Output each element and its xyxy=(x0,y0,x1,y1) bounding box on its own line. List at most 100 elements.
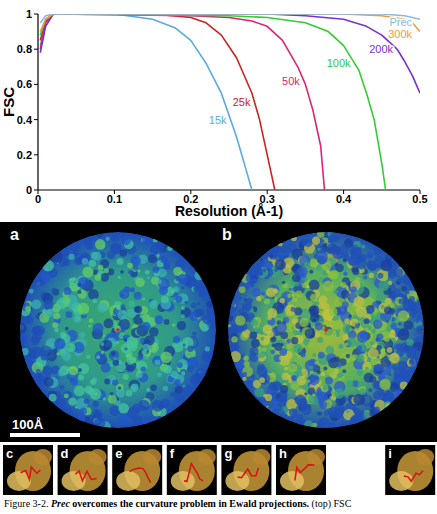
density-blob xyxy=(163,386,169,392)
density-blob xyxy=(410,356,419,365)
density-blob xyxy=(42,272,52,282)
density-blob xyxy=(259,373,270,384)
panel-label: a xyxy=(10,226,19,243)
center-mark xyxy=(116,328,120,332)
plot-lines xyxy=(40,14,420,190)
density-blob xyxy=(109,350,119,360)
panel-label: i xyxy=(388,446,392,461)
density-blob xyxy=(362,415,365,418)
density-blob xyxy=(123,374,129,380)
density-blob xyxy=(200,324,208,332)
density-blob xyxy=(49,394,57,402)
density-blob xyxy=(310,294,318,302)
density-blob xyxy=(282,281,285,284)
zoom-panel xyxy=(3,445,53,495)
density-blob xyxy=(380,260,392,272)
density-blob xyxy=(334,388,344,398)
density-blob xyxy=(136,361,147,372)
density-blob xyxy=(51,288,57,294)
density-blob xyxy=(126,356,134,364)
density-blob xyxy=(260,337,264,341)
y-tick xyxy=(34,190,38,191)
density-blob xyxy=(92,298,97,303)
density-blob xyxy=(73,315,81,323)
density-blob xyxy=(231,336,237,342)
density-blob xyxy=(263,269,266,272)
density-blob xyxy=(266,288,276,298)
zoom-density xyxy=(116,449,161,491)
panel-label: h xyxy=(279,446,287,461)
density-blob xyxy=(133,265,139,271)
density-blob xyxy=(368,388,372,392)
density-blob xyxy=(192,332,196,336)
zoom-panel xyxy=(58,445,108,495)
density-blob xyxy=(352,268,359,275)
density-blob xyxy=(270,372,275,377)
density-blob xyxy=(369,251,372,254)
density-blob xyxy=(320,239,325,244)
density-blob xyxy=(43,299,53,309)
density-lobe xyxy=(252,449,270,465)
density-blob xyxy=(252,288,261,297)
density-blob xyxy=(289,408,298,417)
density-blob xyxy=(197,302,201,306)
density-blob xyxy=(353,296,364,307)
series-label: 25k xyxy=(233,96,251,108)
density-blob xyxy=(375,329,380,334)
density-blob xyxy=(396,279,402,285)
density-blob xyxy=(95,393,98,396)
density-blob xyxy=(357,331,369,343)
density-blob xyxy=(113,360,120,367)
density-blob xyxy=(298,270,305,277)
y-tick-label: 0.6 xyxy=(17,78,32,90)
density-blob xyxy=(69,278,76,285)
series-label: 200k xyxy=(369,43,393,55)
density-blob xyxy=(401,286,407,292)
density-blob xyxy=(404,320,413,329)
density-blob xyxy=(374,407,380,413)
density-blob xyxy=(112,379,118,385)
density-blob xyxy=(78,368,82,372)
density-blob xyxy=(92,401,99,408)
density-blob xyxy=(101,245,105,249)
density-blob xyxy=(267,308,277,318)
density-blob xyxy=(54,328,58,332)
density-blob xyxy=(95,351,106,362)
density-blob xyxy=(149,327,159,337)
density-blob xyxy=(258,260,264,266)
density-blob xyxy=(183,385,193,395)
density-blob xyxy=(292,287,296,291)
density-blob xyxy=(80,407,87,414)
density-blob xyxy=(398,299,404,305)
density-map xyxy=(225,230,426,430)
density-blob xyxy=(259,377,265,383)
density-blob xyxy=(376,265,380,269)
caption-part: overcomes the curvature problem in Ewald… xyxy=(72,498,309,509)
density-blob xyxy=(398,322,402,326)
density-blob xyxy=(78,363,89,374)
density-blob xyxy=(282,253,285,256)
density-blob xyxy=(16,335,27,346)
density-blob xyxy=(315,322,323,330)
density-blob xyxy=(244,361,250,367)
density-blob xyxy=(118,310,128,320)
density-blob xyxy=(62,352,71,361)
density-blob xyxy=(156,245,164,253)
zoom-panel xyxy=(385,445,435,495)
density-blob xyxy=(279,356,284,361)
density-lobe xyxy=(416,449,434,465)
density-blob xyxy=(316,412,319,415)
density-blob xyxy=(35,315,39,319)
figure: 00.20.40.60.8100.10.20.30.40.5FSCResolut… xyxy=(0,0,437,514)
density-blob xyxy=(78,374,84,380)
density-blob xyxy=(124,347,127,350)
panel-label: f xyxy=(170,446,175,461)
density-blob xyxy=(406,339,413,346)
scale-bar xyxy=(10,433,80,437)
density-blob xyxy=(323,367,327,371)
density-blob xyxy=(118,386,121,389)
empty-slot xyxy=(331,445,381,495)
y-tick xyxy=(34,119,38,120)
density-blob xyxy=(398,310,410,322)
density-blob xyxy=(103,397,106,400)
